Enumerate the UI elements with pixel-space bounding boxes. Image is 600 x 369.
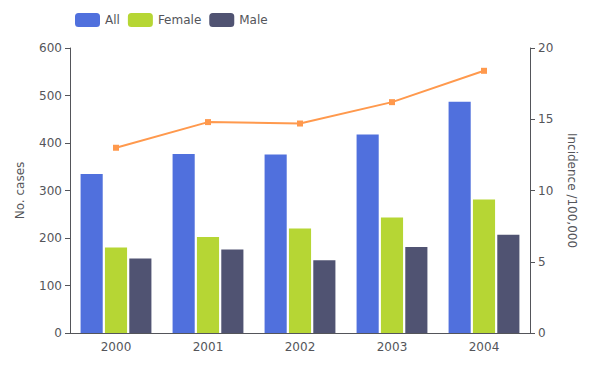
svg-text:500: 500	[39, 89, 62, 103]
svg-text:2002: 2002	[285, 340, 316, 354]
svg-text:15: 15	[538, 112, 553, 126]
svg-text:0: 0	[54, 326, 62, 340]
svg-text:2000: 2000	[101, 340, 132, 354]
svg-text:5: 5	[538, 255, 546, 269]
svg-text:0: 0	[538, 326, 546, 340]
svg-text:300: 300	[39, 184, 62, 198]
svg-text:2003: 2003	[377, 340, 408, 354]
svg-text:400: 400	[39, 136, 62, 150]
svg-text:600: 600	[39, 41, 62, 55]
svg-text:Incidence /100,000: Incidence /100,000	[565, 133, 579, 248]
svg-text:20: 20	[538, 41, 553, 55]
svg-text:100: 100	[39, 279, 62, 293]
svg-text:Female: Female	[158, 13, 201, 27]
svg-text:2004: 2004	[469, 340, 500, 354]
svg-text:200: 200	[39, 231, 62, 245]
svg-text:10: 10	[538, 184, 553, 198]
svg-text:All: All	[105, 13, 120, 27]
svg-text:Male: Male	[239, 13, 267, 27]
svg-text:2001: 2001	[193, 340, 224, 354]
svg-text:No. cases: No. cases	[13, 162, 27, 220]
